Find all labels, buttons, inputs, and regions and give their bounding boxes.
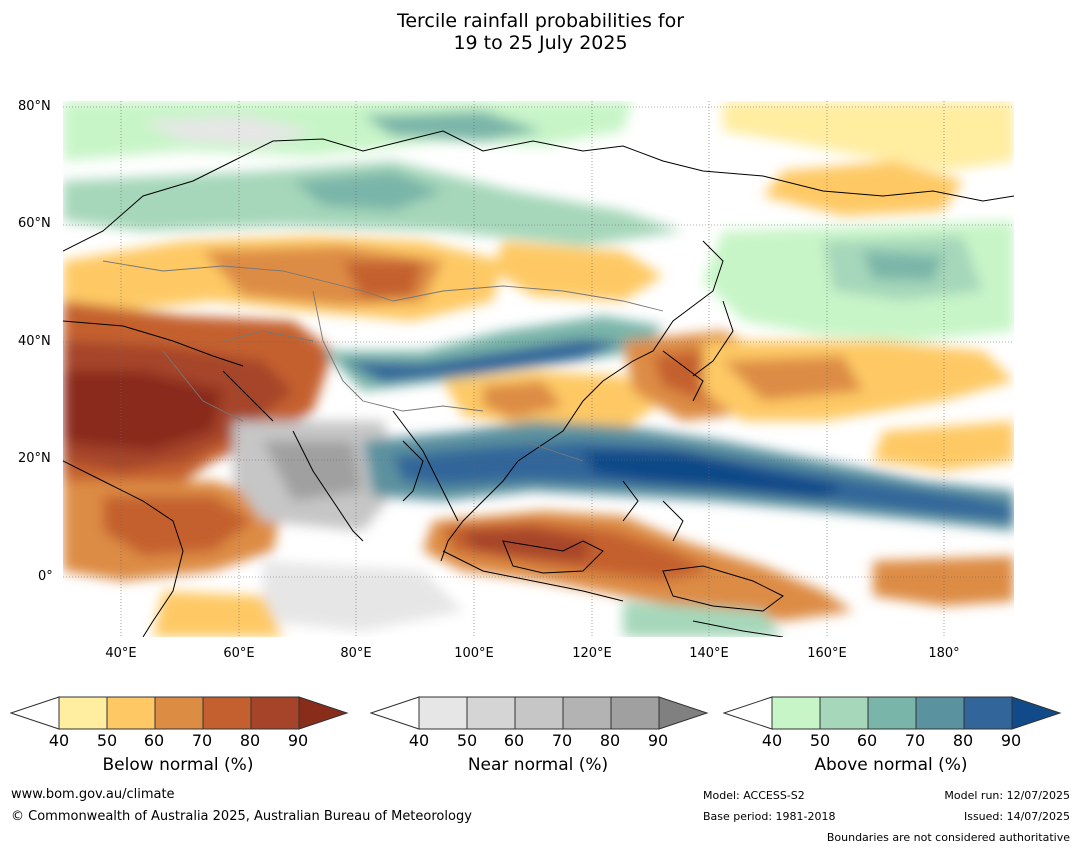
legend-below-tick: 60: [143, 731, 165, 750]
lon-label-100e: 100°E: [454, 646, 494, 661]
legend-near-normal: 40 50 60 70 80 90 Near normal (%): [370, 695, 710, 785]
colorbar-swatch: [514, 696, 564, 730]
lon-label-120e: 120°E: [572, 646, 612, 661]
model-text: Model: ACCESS-S2: [703, 789, 805, 802]
colorbar-swatch: [202, 696, 252, 730]
legend-above-normal: 40 50 60 70 80 90 Above normal (%): [723, 695, 1063, 785]
issued-text: Issued: 14/07/2025: [963, 810, 1070, 823]
model-run-text: Model run: 12/07/2025: [944, 789, 1070, 802]
legend-below-tick: 90: [287, 731, 309, 750]
lon-label-160e: 160°E: [807, 646, 847, 661]
probability-map: [63, 101, 1014, 637]
legend-below-tick: 80: [239, 731, 261, 750]
legend-near-title: Near normal (%): [467, 755, 609, 775]
legend-near-tick: 40: [408, 731, 430, 750]
legend-above-tick: 40: [761, 731, 783, 750]
legend-near-tick: 60: [503, 731, 525, 750]
legend-near-tick: 50: [456, 731, 478, 750]
legend-near-tick: 80: [599, 731, 621, 750]
lon-label-180: 180°: [928, 646, 960, 661]
lat-label-40n: 40°N: [18, 334, 51, 349]
legend-above-tick: 70: [904, 731, 926, 750]
lat-label-80n: 80°N: [18, 99, 51, 114]
lat-label-20n: 20°N: [18, 451, 51, 466]
colorbar-near-normal: [370, 696, 709, 730]
colorbar-swatch: [250, 696, 300, 730]
legend-below-tick: 50: [96, 731, 118, 750]
colorbar-swatch: [106, 696, 156, 730]
colorbar-swatch: [915, 696, 965, 730]
colorbar-min-extension: [370, 696, 420, 730]
legend-above-tick: 90: [1000, 731, 1022, 750]
legend-near-tick: 90: [647, 731, 669, 750]
colorbar-min-extension: [723, 696, 773, 730]
legend-below-tick: 70: [191, 731, 213, 750]
lat-label-60n: 60°N: [18, 216, 51, 231]
colorbar-swatch: [154, 696, 204, 730]
colorbar-swatch: [58, 696, 108, 730]
colorbar-swatch: [562, 696, 612, 730]
colorbar-swatch: [418, 696, 468, 730]
colorbar-swatch: [771, 696, 821, 730]
colorbar-swatch: [819, 696, 869, 730]
base-period-text: Base period: 1981-2018: [703, 810, 836, 823]
lat-label-equator: 0°: [38, 569, 53, 584]
colorbar-below-normal: [10, 696, 349, 730]
copyright-text: © Commonwealth of Australia 2025, Austra…: [11, 809, 472, 824]
colorbar-max-extension: [1011, 696, 1062, 730]
lon-label-80e: 80°E: [340, 646, 372, 661]
colorbar-above-normal: [723, 696, 1062, 730]
legend-above-tick: 80: [952, 731, 974, 750]
legend-below-tick: 40: [48, 731, 70, 750]
colorbar-swatch: [610, 696, 660, 730]
lon-label-40e: 40°E: [105, 646, 137, 661]
map-canvas: [63, 101, 1014, 637]
colorbar-min-extension: [10, 696, 60, 730]
colorbar-max-extension: [658, 696, 709, 730]
map-title-line2: 19 to 25 July 2025: [453, 32, 628, 54]
legend-above-tick: 60: [856, 731, 878, 750]
legend-near-tick: 70: [551, 731, 573, 750]
disclaimer-text: Boundaries are not considered authoritat…: [826, 831, 1070, 844]
map-title: Tercile rainfall probabilities for 19 to…: [0, 10, 1081, 54]
legend-above-tick: 50: [809, 731, 831, 750]
colorbar-max-extension: [298, 696, 349, 730]
legend-above-title: Above normal (%): [814, 755, 968, 775]
map-title-line1: Tercile rainfall probabilities for: [396, 10, 685, 32]
colorbar-swatch: [466, 696, 516, 730]
colorbar-swatch: [867, 696, 917, 730]
legend-below-normal: 40 50 60 70 80 90 Below normal (%): [10, 695, 350, 785]
lon-label-60e: 60°E: [223, 646, 255, 661]
website-link[interactable]: www.bom.gov.au/climate: [11, 787, 175, 802]
colorbar-swatch: [963, 696, 1013, 730]
legend-below-title: Below normal (%): [102, 755, 254, 775]
lon-label-140e: 140°E: [689, 646, 729, 661]
